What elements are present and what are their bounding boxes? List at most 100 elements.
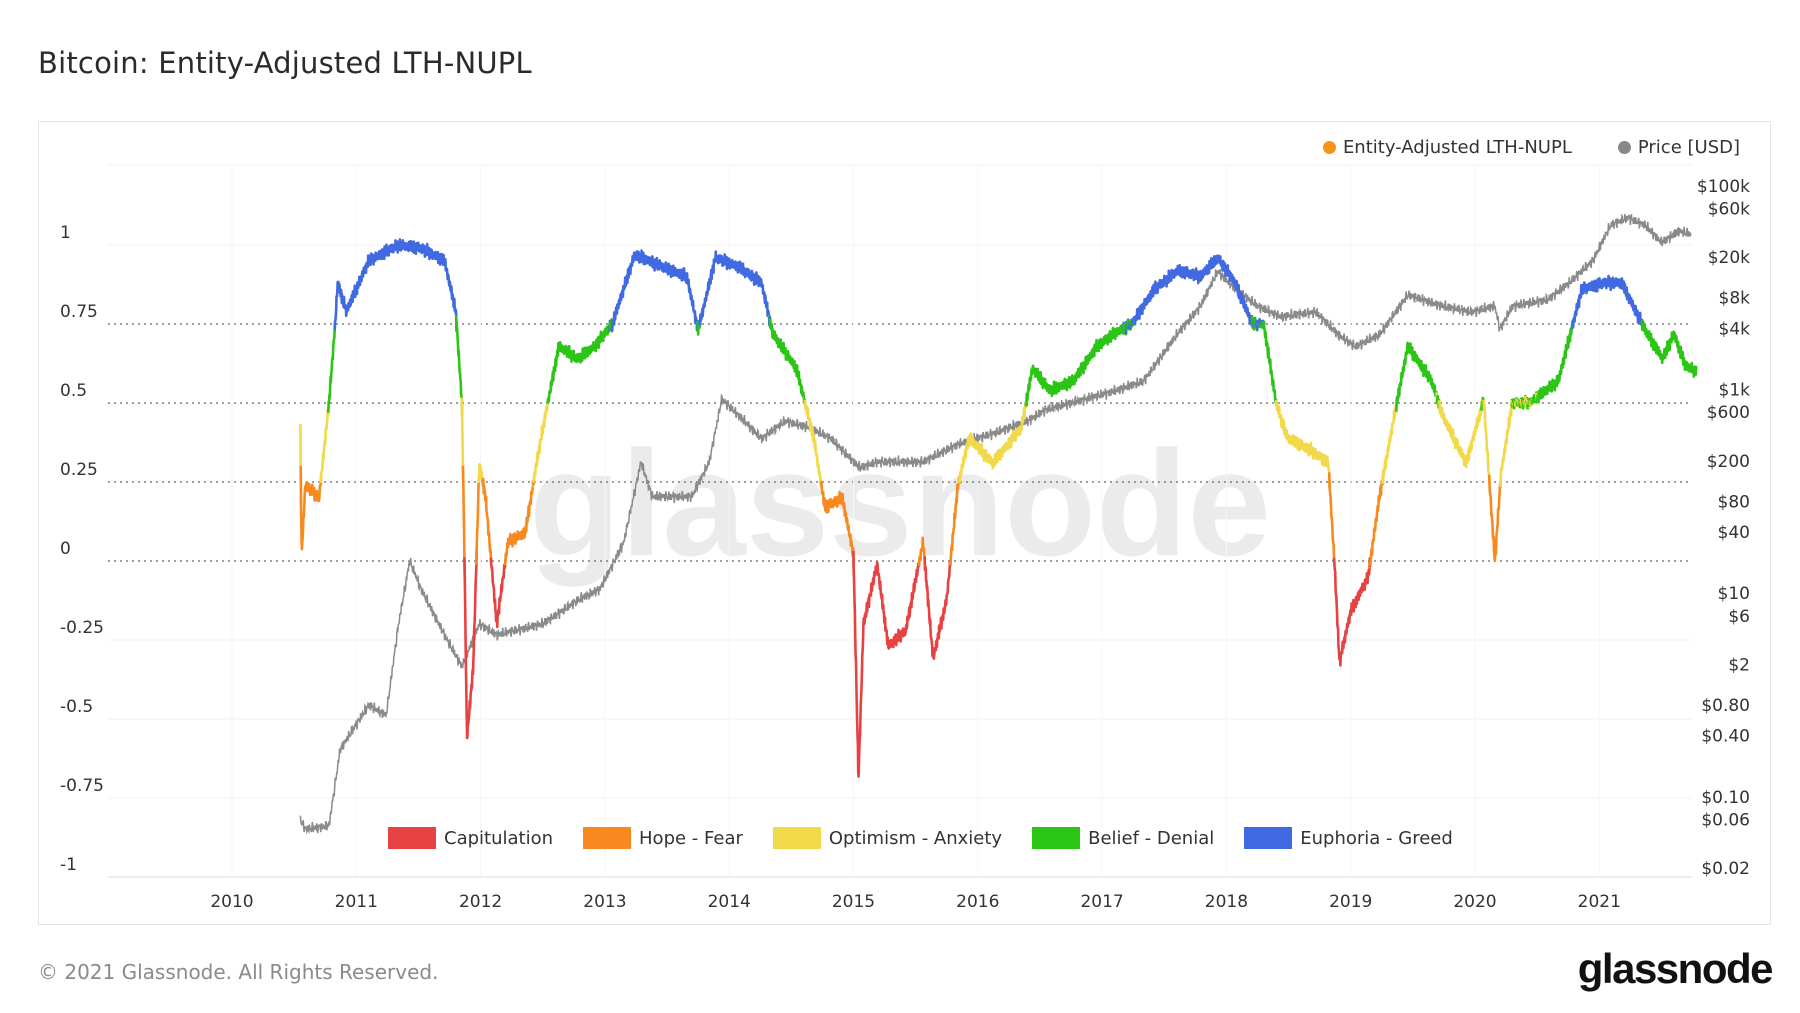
nupl-segment <box>1368 480 1384 566</box>
chart-frame <box>38 121 1771 925</box>
x-tick-label: 2013 <box>583 892 626 912</box>
y-right-tick-label: $2 <box>1728 655 1750 675</box>
nupl-segment <box>949 477 961 566</box>
y-right-tick-label: $100k <box>1697 177 1750 197</box>
nupl-segment <box>475 477 481 566</box>
y-right-tick-label: $80 <box>1718 492 1750 512</box>
zone-legend: Capitulation Hope - Fear Optimism - Anxiet… <box>388 827 1483 849</box>
nupl-segment <box>1395 341 1439 412</box>
copyright: © 2021 Glassnode. All Rights Reserved. <box>38 960 439 984</box>
nupl-segment <box>1482 399 1491 485</box>
nupl-segment <box>1262 321 1278 406</box>
y-right-tick-label: $20k <box>1708 248 1750 268</box>
y-right-tick-label: $0.40 <box>1701 727 1750 747</box>
x-tick-label: 2018 <box>1205 892 1248 912</box>
zone-legend-item[interactable]: Optimism - Anxiety <box>772 827 1003 849</box>
nupl-segment <box>1274 399 1331 488</box>
y-left-tick-label: 0 <box>60 539 71 559</box>
series-legend: Entity-Adjusted LTH-NUPL Price [USD] <box>1277 137 1740 158</box>
gray-dot-icon <box>1617 141 1631 154</box>
x-tick-label: 2021 <box>1578 892 1621 912</box>
y-left-tick-label: 0.75 <box>60 302 98 322</box>
y-left-tick-label: 1 <box>60 223 71 243</box>
zone-color-swatch-icon <box>1244 827 1293 849</box>
x-tick-label: 2010 <box>210 892 253 912</box>
y-left-tick-label: -0.25 <box>60 618 104 638</box>
nupl-segment <box>1537 321 1574 404</box>
zone-color-swatch-icon <box>772 827 821 849</box>
nupl-segment <box>333 238 458 332</box>
zone-legend-item[interactable]: Hope - Fear <box>583 827 743 849</box>
y-left-tick-label: -1 <box>60 855 77 875</box>
nupl-segment <box>463 548 478 740</box>
x-tick-label: 2014 <box>708 892 751 912</box>
x-tick-label: 2020 <box>1453 892 1496 912</box>
y-right-tick-label: $8k <box>1719 289 1751 309</box>
chart-title: Bitcoin: Entity-Adjusted LTH-NUPL <box>38 46 532 80</box>
x-tick-label: 2012 <box>459 892 502 912</box>
nupl-segment <box>1025 322 1125 407</box>
y-right-tick-label: $4k <box>1719 319 1751 339</box>
zone-legend-item[interactable]: Belief - Denial <box>1032 827 1214 849</box>
legend-label: Price [USD] <box>1637 137 1740 158</box>
nupl-segment <box>1133 254 1253 326</box>
nupl-segment <box>958 401 1028 484</box>
x-tick-label: 2015 <box>832 892 875 912</box>
nupl-segment <box>917 536 927 570</box>
nupl-segment <box>768 318 806 404</box>
nupl-segment <box>299 465 323 551</box>
zone-legend-item[interactable]: Capitulation <box>388 827 553 849</box>
nupl-segment <box>803 399 823 487</box>
nupl-segment <box>1327 472 1336 564</box>
nupl-segment <box>1641 321 1698 379</box>
zone-legend-label: Capitulation <box>444 827 554 849</box>
y-left-tick-label: 0.5 <box>60 381 87 401</box>
zone-legend-item[interactable]: Euphoria - Greed <box>1244 827 1453 849</box>
legend-item-nupl[interactable]: Entity-Adjusted LTH-NUPL <box>1322 137 1572 158</box>
orange-dot-icon <box>1322 141 1336 154</box>
y-right-tick-label: $40 <box>1718 523 1750 543</box>
nupl-segment <box>1499 400 1514 487</box>
x-tick-label: 2019 <box>1329 892 1372 912</box>
zone-color-swatch-icon <box>388 827 436 849</box>
nupl-segment <box>1487 474 1502 563</box>
zone-legend-label: Belief - Denial <box>1088 827 1215 849</box>
nupl-segment <box>852 551 921 778</box>
zone-color-swatch-icon <box>1032 827 1081 849</box>
nupl-segment <box>489 557 507 629</box>
zone-legend-label: Optimism - Anxiety <box>828 827 1003 849</box>
nupl-segment <box>327 322 337 413</box>
nupl-segment <box>481 477 493 566</box>
nupl-segment <box>319 401 330 484</box>
glassnode-logo: glassnode <box>1577 945 1774 992</box>
x-tick-label: 2016 <box>956 892 999 912</box>
legend-item-price[interactable]: Price [USD] <box>1617 137 1740 158</box>
x-tick-label: 2017 <box>1080 892 1123 912</box>
nupl-segment <box>1437 400 1483 469</box>
nupl-segment <box>698 250 771 326</box>
watermark: glassnode <box>529 419 1271 587</box>
nupl-segment <box>820 480 855 571</box>
nupl-segment <box>454 315 464 418</box>
y-right-tick-label: $10 <box>1718 584 1750 604</box>
nupl-segment <box>532 399 550 483</box>
y-left-tick-label: 0.25 <box>60 460 98 480</box>
y-right-tick-label: $200 <box>1707 452 1750 472</box>
y-right-tick-label: $600 <box>1707 403 1750 423</box>
zone-legend-label: Euphoria - Greed <box>1300 827 1453 849</box>
y-right-tick-label: $0.80 <box>1701 696 1750 716</box>
nupl-segment <box>1381 400 1398 484</box>
zone-legend-label: Hope - Fear <box>639 827 743 849</box>
y-right-tick-label: $6 <box>1728 607 1750 627</box>
legend-label: Entity-Adjusted LTH-NUPL <box>1342 137 1572 158</box>
y-left-tick-label: -0.75 <box>60 776 104 796</box>
nupl-segment <box>1571 274 1643 328</box>
nupl-segment <box>612 249 699 331</box>
price-line <box>299 213 1692 835</box>
y-right-tick-label: $1k <box>1719 381 1751 401</box>
y-right-tick-label: $0.10 <box>1701 788 1750 808</box>
nupl-segment <box>1332 557 1372 667</box>
nupl-segment <box>503 480 535 566</box>
zone-color-swatch-icon <box>583 827 632 849</box>
